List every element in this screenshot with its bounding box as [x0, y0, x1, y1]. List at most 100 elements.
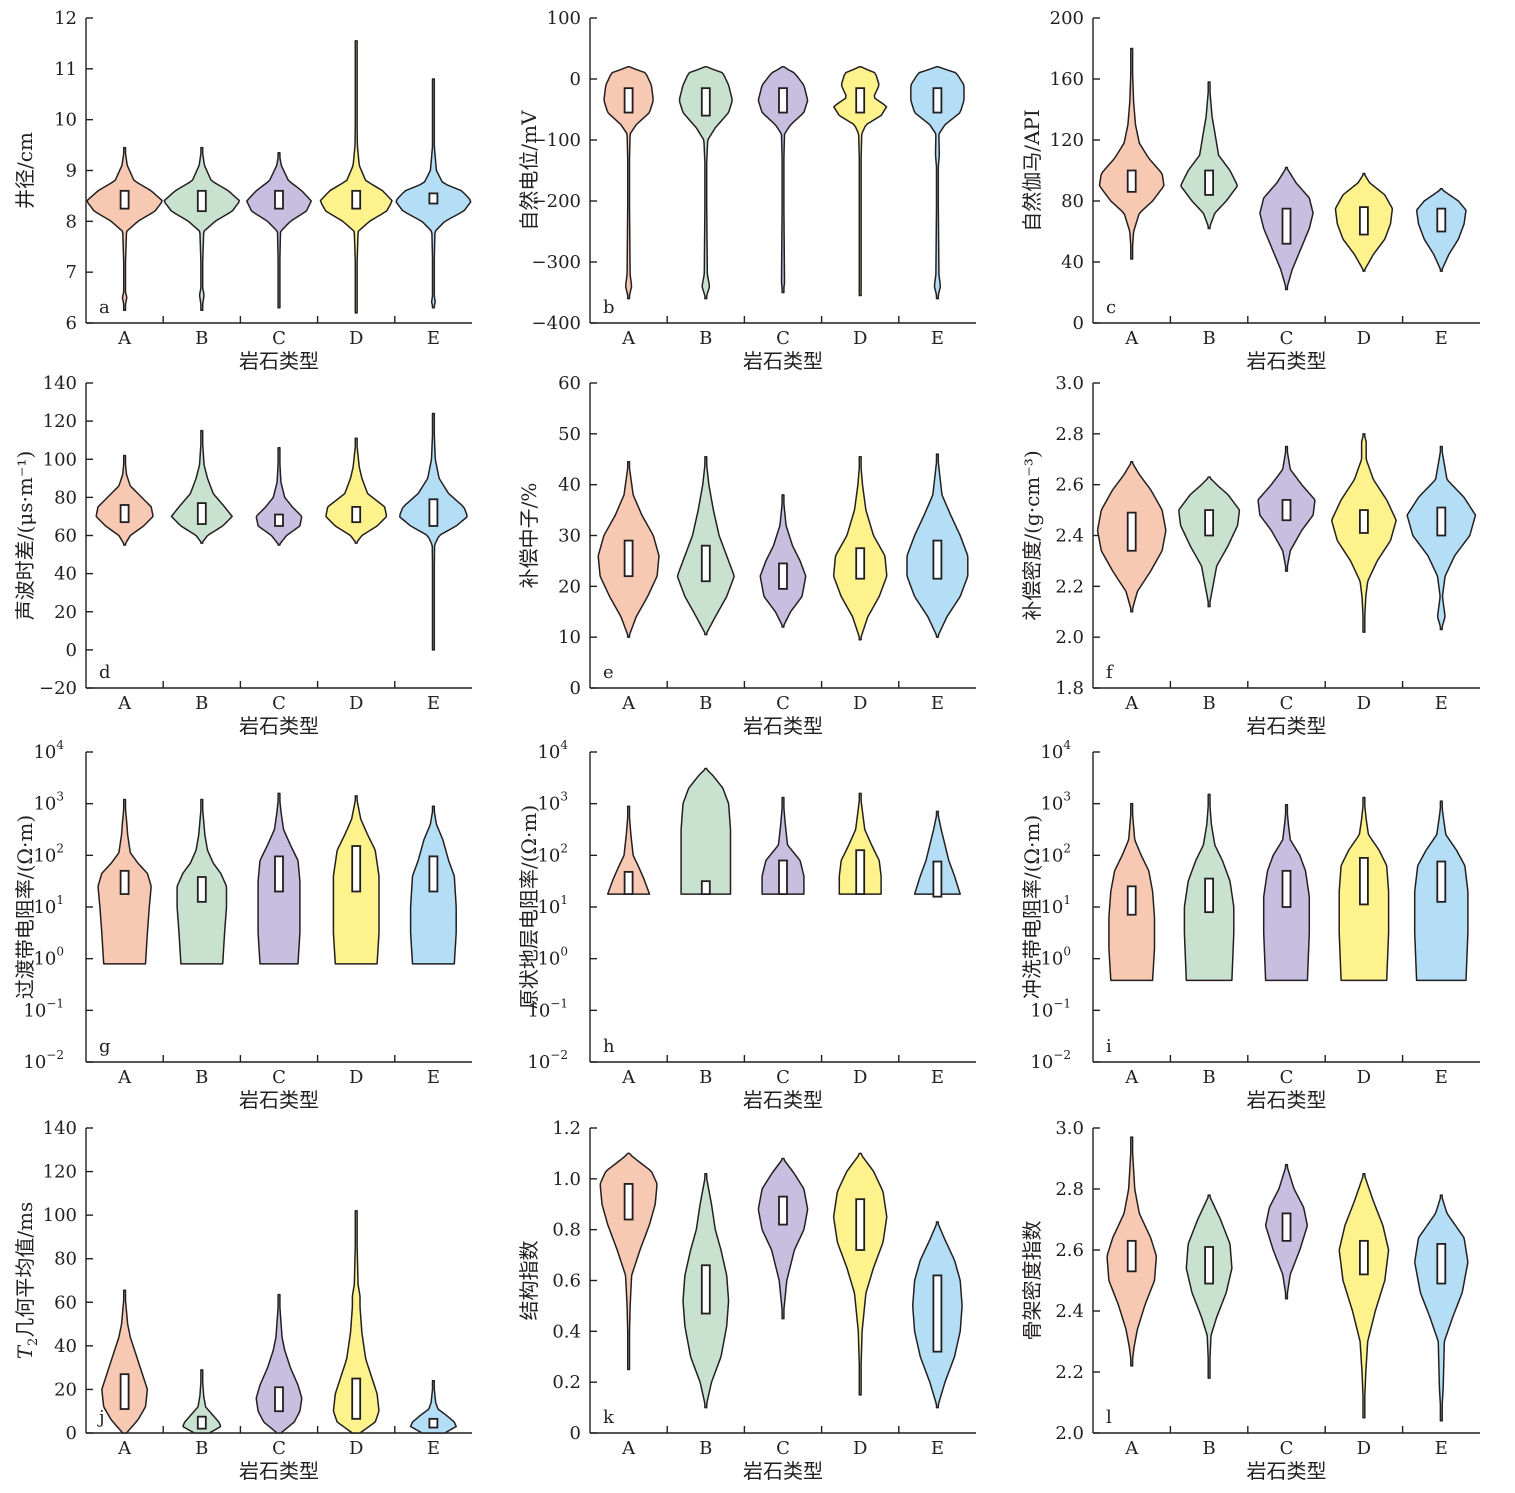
y-tick-label: 60 [54, 526, 77, 547]
x-tick-label: D [853, 693, 867, 714]
y-tick-label: 40 [1061, 252, 1084, 273]
y-tick-label: 104 [1040, 738, 1071, 763]
y-tick-label: −300 [532, 252, 581, 273]
x-tick-label: E [931, 693, 944, 714]
panel-d: −20 0 20 40 60 80 100 120 140 岩石类型 声波时差/(μs·m⁻¹) dA… [13, 373, 472, 738]
panel-letter: c [1106, 297, 1116, 318]
panel-a: 6 7 8 9 10 11 12 岩石类型 井径/cm aA B C D E [13, 8, 472, 373]
x-tick-label: D [349, 328, 363, 349]
violin-C [761, 796, 805, 895]
x-tick-label: A [1124, 328, 1139, 349]
panel-letter: h [603, 1036, 615, 1057]
y-axis-title: 冲洗带电阻率/(Ω·m) [1020, 815, 1044, 999]
violin-E [1406, 445, 1477, 631]
y-tick-label: 40 [558, 475, 581, 496]
panel-k: 0 0.2 0.4 0.6 0.8 1.0 1.2 岩石类型 结构指数 kA B C D E [517, 1118, 976, 1483]
y-tick-exponent: 3 [56, 790, 64, 804]
iqr-box-B [700, 1264, 711, 1315]
y-tick-label: 103 [537, 790, 568, 815]
iqr-box-B [1204, 169, 1214, 196]
panel-i: 10−2 1 0 −1 100 101 102 103 104 岩石类型 冲洗带电阻率/(Ω·m) i… [1020, 738, 1480, 1112]
iqr-box-C [1281, 1212, 1292, 1242]
y-axis-title: 骨架密度指数 [1020, 1221, 1044, 1341]
x-axis-title: 岩石类型 [1247, 1459, 1327, 1483]
y-tick-exponent: −1 [550, 996, 568, 1010]
x-tick-label: B [195, 1438, 208, 1459]
panel-g: 10−210−1100101102103104岩石类型过渡带电阻率/(Ω·m)g… [13, 738, 472, 1112]
iqr-box-D [351, 845, 362, 893]
y-tick-label: 60 [558, 373, 581, 394]
x-tick-label: D [1357, 693, 1371, 714]
iqr-box-A [1126, 1239, 1137, 1273]
y-tick-exponent: −2 [1053, 1048, 1071, 1062]
y-tick-label: 50 [558, 424, 581, 445]
x-tick-label: C [272, 328, 286, 349]
panel-j: 0 20 40 60 80 100 120 140 岩石类型 T2几何平均值/ms jA B C D E [13, 1118, 472, 1483]
x-axis-title: 岩石类型 [743, 349, 823, 373]
iqr-box-E [428, 498, 439, 527]
violin-B [1185, 1194, 1233, 1379]
violin-A [101, 1289, 149, 1434]
iqr-box-D [1359, 857, 1369, 906]
y-tick-label: 0 [1073, 313, 1084, 334]
x-tick-label: A [621, 328, 636, 349]
y-tick-label: 12 [54, 8, 77, 29]
y-tick-label: 100 [547, 8, 581, 29]
y-tick-exponent: −2 [46, 1048, 64, 1062]
iqr-box-D [855, 849, 866, 895]
y-tick-label: 20 [558, 576, 581, 597]
y-tick-exponent: 4 [1063, 738, 1071, 752]
violin-E [913, 810, 961, 895]
iqr-box-E [1436, 506, 1447, 537]
panel-l: 2.0 2.2 2.4 2.6 2.8 3.0 岩石类型 骨架密度指数 lA B C D E [1020, 1118, 1480, 1483]
iqr-box-D [351, 189, 362, 210]
panel-b: −400 −300 −200 −100 0 100 岩石类型 自然电位/mV bA B C D E [517, 8, 976, 373]
y-tick-label: 2.8 [1055, 424, 1084, 445]
iqr-box-C [274, 855, 284, 893]
x-tick-label: A [621, 1067, 636, 1088]
x-tick-label: A [1124, 693, 1139, 714]
violin-D [319, 40, 393, 314]
y-tick-label: 0 [570, 678, 581, 699]
iqr-box-B [196, 189, 207, 213]
y-tick-label: 3.0 [1055, 373, 1084, 394]
y-tick-label: 0 [66, 640, 77, 661]
y-tick-exponent: 0 [56, 945, 64, 959]
y-tick-exponent: 3 [560, 790, 568, 804]
y-tick-label: 10−1 [23, 996, 64, 1021]
x-tick-label: B [699, 1067, 712, 1088]
x-tick-label: B [699, 328, 712, 349]
x-tick-label: B [1202, 1067, 1215, 1088]
iqr-box-E [428, 192, 439, 205]
violin-B [170, 429, 233, 544]
y-tick-exponent: 1 [1063, 893, 1071, 907]
y-tick-label: 3.0 [1055, 1118, 1084, 1139]
y-tick-exponent: 2 [1063, 841, 1071, 855]
y-tick-label: 2.4 [1055, 526, 1084, 547]
y-tick-label: 1.2 [552, 1118, 581, 1139]
y-tick-label: 10 [558, 627, 581, 648]
x-tick-label: D [349, 693, 363, 714]
violin-E [910, 66, 965, 300]
panel-c: 0 40 80 120 160 200 岩石类型 自然伽马/API cA B C D E [1020, 8, 1480, 373]
x-axis-title: 岩石类型 [239, 349, 319, 373]
iqr-box-B [196, 876, 207, 903]
y-axis-title-rest: 几何平均值/ms [13, 1202, 37, 1338]
y-tick-label: 100 [43, 449, 77, 470]
y-tick-label: 100 [33, 945, 64, 970]
iqr-box-A [1126, 511, 1137, 552]
violin-D [325, 437, 388, 544]
x-tick-label: E [931, 1438, 944, 1459]
x-tick-label: B [1202, 328, 1215, 349]
y-tick-label: 2.2 [1055, 576, 1084, 597]
iqr-box-C [778, 562, 788, 590]
x-axis-title: 岩石类型 [743, 714, 823, 738]
violin-C [759, 494, 807, 628]
y-tick-label: 0.4 [552, 1321, 581, 1342]
x-tick-label: C [776, 693, 790, 714]
y-axis-title-symbol: T [13, 1344, 37, 1359]
iqr-box-C [1281, 869, 1292, 908]
iqr-box-A [119, 189, 130, 210]
iqr-box-E [428, 1417, 439, 1429]
y-tick-label: 1.0 [552, 1169, 581, 1190]
